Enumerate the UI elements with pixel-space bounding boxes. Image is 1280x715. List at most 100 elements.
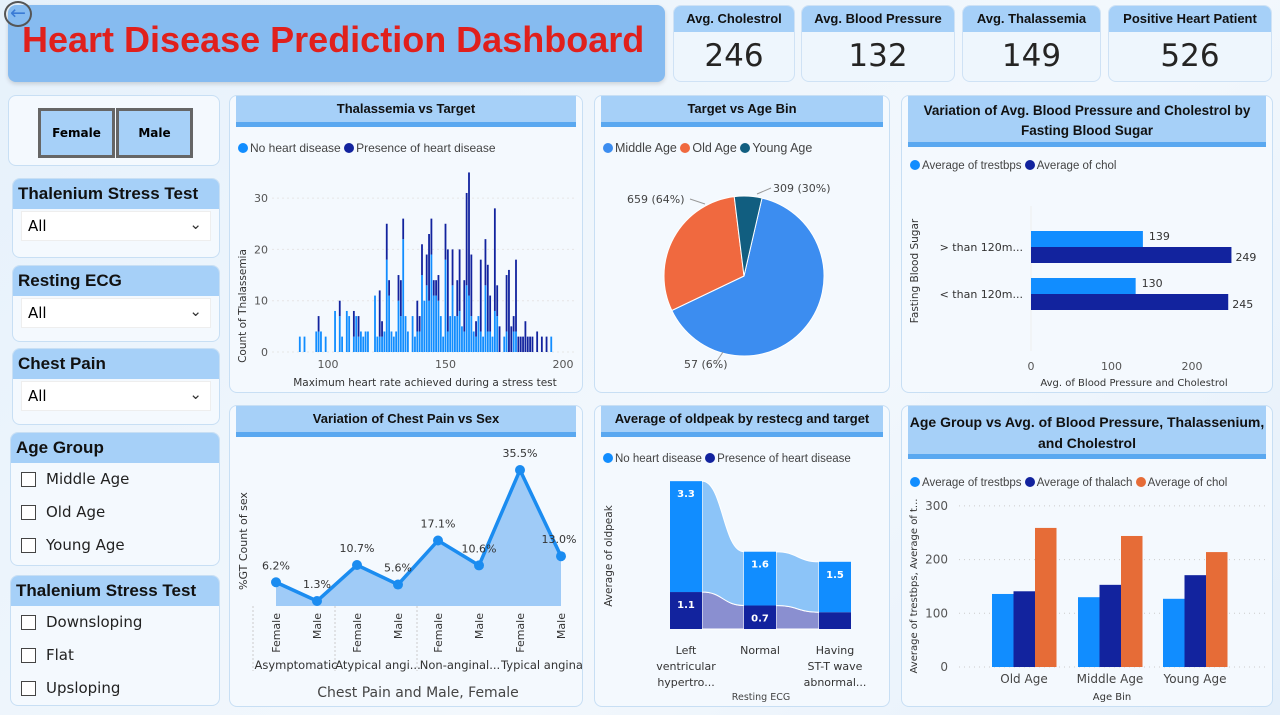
bar-presence [540, 336, 543, 352]
bar-presence [430, 218, 433, 255]
data-label: 139 [1149, 230, 1170, 243]
back-arrow-icon[interactable]: ← [4, 1, 32, 27]
bar-no-disease [451, 285, 454, 352]
checkbox-flat[interactable]: Flat [11, 639, 219, 672]
x-category-label: hypertro... [657, 676, 714, 689]
x-group-label: Non-anginal... [420, 658, 500, 672]
chart-legend: Average of trestbps Average of thalach A… [910, 477, 1227, 489]
checkbox-old-age[interactable]: Old Age [11, 496, 219, 529]
bar-no-disease [402, 239, 405, 352]
bar-presence [397, 275, 400, 301]
chart-title: Age Group vs Avg. of Blood Pressure, Tha… [908, 406, 1266, 459]
y-tick-label: 300 [925, 499, 948, 513]
dropdown-value: All [28, 217, 47, 235]
bar-no-disease [317, 331, 320, 352]
legend-dot [603, 453, 613, 463]
checkbox-middle-age[interactable]: Middle Age [11, 463, 219, 496]
bar-presence [378, 290, 381, 337]
bar-presence [402, 218, 405, 240]
bar-no-disease [385, 259, 388, 352]
bar-no-disease [345, 310, 348, 352]
kpi-label: Positive Heart Patient [1109, 6, 1271, 32]
data-label: 1.6 [751, 560, 769, 571]
bar-no-disease [442, 336, 445, 352]
bar-presence [421, 244, 423, 276]
checkbox-icon[interactable] [21, 615, 36, 630]
ribbon-svg: 3.3 1.1 Left ventricular hypertro... 1.6 0.7 No… [603, 480, 866, 703]
bar-presence [526, 336, 529, 352]
kpi-label: Avg. Cholestrol [674, 6, 794, 32]
x-category-label: Old Age [1000, 672, 1047, 686]
legend-dot [680, 143, 691, 153]
bar-no-disease [493, 310, 496, 352]
male-button[interactable]: Male [116, 108, 193, 158]
data-label: 130 [1142, 277, 1163, 290]
bar-presence [338, 300, 341, 317]
thalenium-dropdown[interactable]: All ⌄ [21, 211, 211, 241]
resting-ecg-dropdown[interactable]: All ⌄ [21, 298, 211, 328]
y-axis-title: Average of trestbps, Average of t... [909, 499, 920, 674]
histogram-svg: 0 10 20 30 100 150 200 Maximum heart rate achie… [237, 172, 575, 389]
checkbox-upsloping[interactable]: Upsloping [11, 672, 219, 705]
ribbon-no-disease [701, 480, 745, 606]
bar-presence [475, 321, 477, 337]
checkbox-young-age[interactable]: Young Age [11, 529, 219, 562]
bar-no-disease [475, 336, 477, 352]
x-category-label: Middle Age [1077, 672, 1144, 686]
bar-presence [508, 269, 510, 352]
bar-no-disease [341, 336, 343, 352]
data-label: 13.0% [542, 533, 577, 546]
bar-no-disease [320, 331, 322, 352]
bar-presence [418, 316, 421, 332]
bar-presence [381, 321, 383, 337]
data-label: 245 [1232, 298, 1253, 311]
checkbox-icon[interactable] [21, 505, 36, 520]
bar-presence [517, 336, 520, 352]
checkbox-icon[interactable] [21, 472, 36, 487]
chest-pain-dropdown[interactable]: All ⌄ [21, 381, 211, 411]
checkbox-icon[interactable] [21, 648, 36, 663]
x-tick-label: 100 [318, 358, 339, 371]
data-label: 1.1 [677, 600, 695, 611]
x-category-label: Female [351, 613, 364, 653]
bar-presence [456, 280, 459, 317]
bar-trestbps [1078, 597, 1100, 667]
bar-no-disease [383, 331, 386, 352]
bar-presence [505, 275, 508, 332]
x-tick-label: 200 [553, 358, 574, 371]
checkbox-icon[interactable] [21, 681, 36, 696]
checkbox-icon[interactable] [21, 538, 36, 553]
bar-trestbps [1031, 278, 1136, 294]
x-tick-label: 150 [435, 358, 456, 371]
female-button[interactable]: Female [38, 108, 115, 158]
bar-presence [519, 336, 522, 352]
y-axis-title: Average of oldpeak [603, 504, 615, 606]
page-title: Heart Disease Prediction Dashboard [22, 19, 645, 60]
kpi-value: 132 [848, 38, 908, 74]
bar-no-disease [486, 331, 489, 352]
bar-no-disease [444, 259, 447, 352]
bar-presence [458, 249, 461, 311]
legend-label: Average of trestbps [922, 477, 1022, 489]
y-axis-title: Fasting Blood Sugar [909, 218, 921, 323]
bar-no-disease [315, 331, 318, 352]
bar-no-disease [435, 295, 437, 352]
x-group-label: Atypical angi... [335, 658, 421, 672]
bar-no-disease [503, 336, 506, 352]
bar-no-disease [515, 331, 517, 352]
checkbox-downsloping[interactable]: Downsloping [11, 606, 219, 639]
data-label: 10.7% [340, 542, 375, 555]
bar-no-disease [392, 336, 395, 352]
y-axis-title: %GT Count of sex [237, 492, 250, 590]
legend-label: Average of chol [1036, 160, 1117, 172]
data-label: 10.6% [462, 542, 497, 555]
bar-no-disease [425, 285, 428, 352]
bar-no-disease [458, 310, 461, 352]
bar-chol [1031, 247, 1232, 263]
bar-presence [819, 612, 851, 629]
data-point [433, 535, 443, 546]
chart-legend: No heart disease Presence of heart disea… [603, 453, 851, 465]
kpi-value: 526 [1160, 38, 1220, 74]
bar-no-disease [423, 300, 426, 352]
kpi-value: 149 [1001, 38, 1062, 74]
